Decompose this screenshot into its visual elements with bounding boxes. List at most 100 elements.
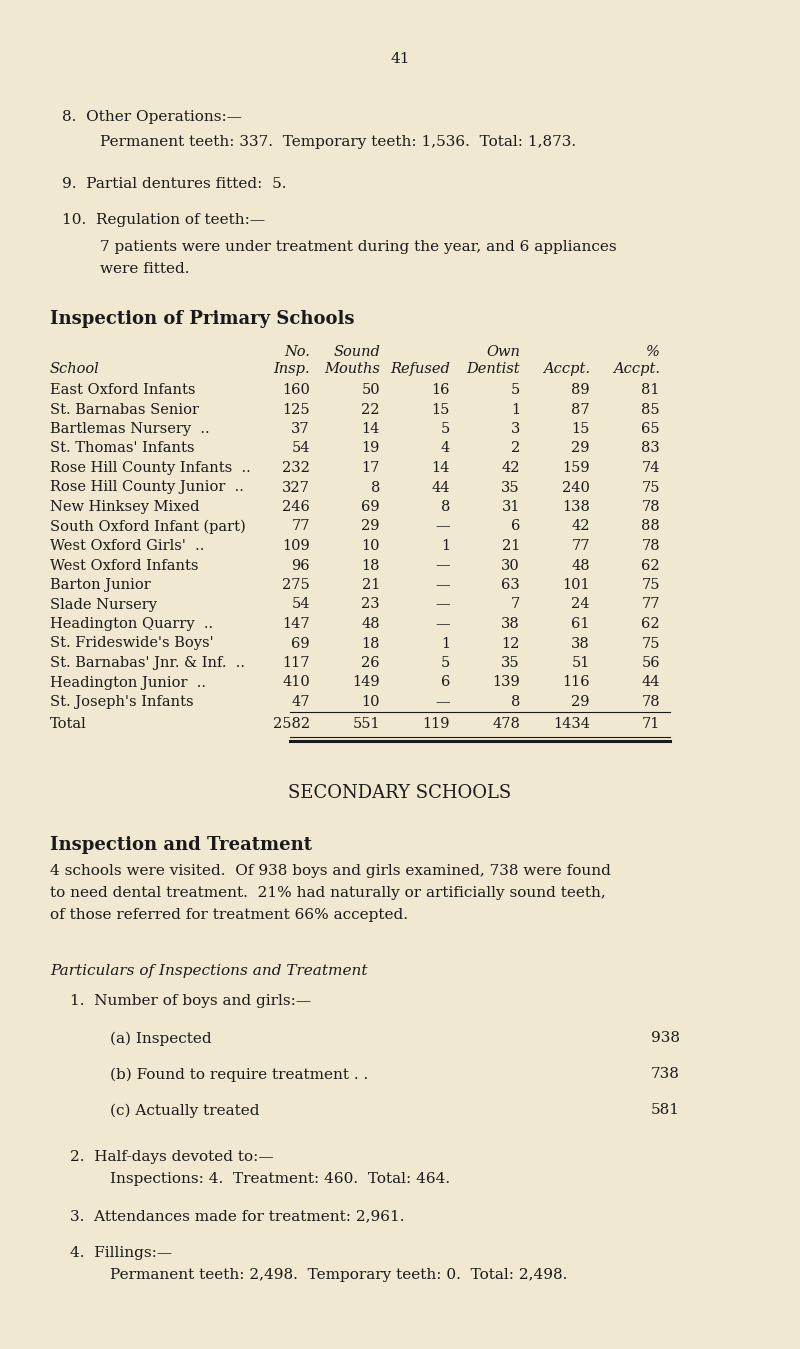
Text: 22: 22 bbox=[362, 402, 380, 417]
Text: 50: 50 bbox=[362, 383, 380, 397]
Text: 8: 8 bbox=[510, 695, 520, 710]
Text: 77: 77 bbox=[571, 540, 590, 553]
Text: 551: 551 bbox=[352, 716, 380, 731]
Text: 7: 7 bbox=[510, 598, 520, 611]
Text: 29: 29 bbox=[571, 441, 590, 456]
Text: 75: 75 bbox=[642, 480, 660, 495]
Text: 69: 69 bbox=[362, 500, 380, 514]
Text: 410: 410 bbox=[282, 676, 310, 689]
Text: 61: 61 bbox=[571, 616, 590, 631]
Text: (a) Inspected: (a) Inspected bbox=[110, 1032, 212, 1045]
Text: 5: 5 bbox=[441, 422, 450, 436]
Text: 24: 24 bbox=[571, 598, 590, 611]
Text: 478: 478 bbox=[492, 716, 520, 731]
Text: Accpt.: Accpt. bbox=[543, 362, 590, 376]
Text: South Oxford Infant (part): South Oxford Infant (part) bbox=[50, 519, 246, 534]
Text: 119: 119 bbox=[422, 716, 450, 731]
Text: 74: 74 bbox=[642, 461, 660, 475]
Text: 48: 48 bbox=[362, 616, 380, 631]
Text: 8.  Other Operations:—: 8. Other Operations:— bbox=[62, 111, 242, 124]
Text: 2.  Half-days devoted to:—: 2. Half-days devoted to:— bbox=[70, 1149, 274, 1163]
Text: 30: 30 bbox=[502, 558, 520, 572]
Text: 47: 47 bbox=[291, 695, 310, 710]
Text: Permanent teeth: 337.  Temporary teeth: 1,536.  Total: 1,873.: Permanent teeth: 337. Temporary teeth: 1… bbox=[100, 135, 576, 148]
Text: of those referred for treatment 66% accepted.: of those referred for treatment 66% acce… bbox=[50, 908, 408, 923]
Text: 6: 6 bbox=[441, 676, 450, 689]
Text: School: School bbox=[50, 362, 100, 376]
Text: 246: 246 bbox=[282, 500, 310, 514]
Text: New Hinksey Mixed: New Hinksey Mixed bbox=[50, 500, 199, 514]
Text: Barton Junior: Barton Junior bbox=[50, 577, 150, 592]
Text: 3: 3 bbox=[510, 422, 520, 436]
Text: 738: 738 bbox=[651, 1067, 680, 1082]
Text: West Oxford Infants: West Oxford Infants bbox=[50, 558, 198, 572]
Text: 4: 4 bbox=[441, 441, 450, 456]
Text: 938: 938 bbox=[651, 1032, 680, 1045]
Text: 35: 35 bbox=[502, 480, 520, 495]
Text: St. Barnabas' Jnr. & Inf.  ..: St. Barnabas' Jnr. & Inf. .. bbox=[50, 656, 245, 670]
Text: 69: 69 bbox=[291, 637, 310, 650]
Text: 116: 116 bbox=[562, 676, 590, 689]
Text: Rose Hill County Junior  ..: Rose Hill County Junior .. bbox=[50, 480, 244, 495]
Text: 48: 48 bbox=[571, 558, 590, 572]
Text: 44: 44 bbox=[431, 480, 450, 495]
Text: Refused: Refused bbox=[390, 362, 450, 376]
Text: Dentist: Dentist bbox=[466, 362, 520, 376]
Text: SECONDARY SCHOOLS: SECONDARY SCHOOLS bbox=[288, 785, 512, 803]
Text: Sound: Sound bbox=[333, 345, 380, 359]
Text: No.: No. bbox=[284, 345, 310, 359]
Text: (c) Actually treated: (c) Actually treated bbox=[110, 1103, 259, 1118]
Text: 21: 21 bbox=[362, 577, 380, 592]
Text: 240: 240 bbox=[562, 480, 590, 495]
Text: 42: 42 bbox=[571, 519, 590, 533]
Text: 96: 96 bbox=[291, 558, 310, 572]
Text: 159: 159 bbox=[562, 461, 590, 475]
Text: 12: 12 bbox=[502, 637, 520, 650]
Text: 4 schools were visited.  Of 938 boys and girls examined, 738 were found: 4 schools were visited. Of 938 boys and … bbox=[50, 865, 611, 878]
Text: 44: 44 bbox=[642, 676, 660, 689]
Text: 78: 78 bbox=[642, 540, 660, 553]
Text: —: — bbox=[435, 558, 450, 572]
Text: 41: 41 bbox=[390, 53, 410, 66]
Text: 3.  Attendances made for treatment: 2,961.: 3. Attendances made for treatment: 2,961… bbox=[70, 1210, 405, 1224]
Text: 10: 10 bbox=[362, 540, 380, 553]
Text: to need dental treatment.  21% had naturally or artificially sound teeth,: to need dental treatment. 21% had natura… bbox=[50, 886, 606, 901]
Text: 1: 1 bbox=[441, 637, 450, 650]
Text: 77: 77 bbox=[642, 598, 660, 611]
Text: —: — bbox=[435, 577, 450, 592]
Text: 71: 71 bbox=[642, 716, 660, 731]
Text: 15: 15 bbox=[572, 422, 590, 436]
Text: 147: 147 bbox=[282, 616, 310, 631]
Text: 75: 75 bbox=[642, 577, 660, 592]
Text: 89: 89 bbox=[571, 383, 590, 397]
Text: Inspection of Primary Schools: Inspection of Primary Schools bbox=[50, 310, 354, 328]
Text: %: % bbox=[646, 345, 660, 359]
Text: 75: 75 bbox=[642, 637, 660, 650]
Text: 29: 29 bbox=[362, 519, 380, 533]
Text: 125: 125 bbox=[282, 402, 310, 417]
Text: 14: 14 bbox=[362, 422, 380, 436]
Text: 6: 6 bbox=[510, 519, 520, 533]
Text: Total: Total bbox=[50, 716, 86, 731]
Text: 117: 117 bbox=[282, 656, 310, 670]
Text: 83: 83 bbox=[642, 441, 660, 456]
Text: 2582: 2582 bbox=[273, 716, 310, 731]
Text: 21: 21 bbox=[502, 540, 520, 553]
Text: 54: 54 bbox=[291, 598, 310, 611]
Text: 275: 275 bbox=[282, 577, 310, 592]
Text: St. Joseph's Infants: St. Joseph's Infants bbox=[50, 695, 194, 710]
Text: 5: 5 bbox=[441, 656, 450, 670]
Text: 87: 87 bbox=[571, 402, 590, 417]
Text: —: — bbox=[435, 695, 450, 710]
Text: 29: 29 bbox=[571, 695, 590, 710]
Text: 5: 5 bbox=[510, 383, 520, 397]
Text: 581: 581 bbox=[651, 1103, 680, 1117]
Text: Slade Nursery: Slade Nursery bbox=[50, 598, 157, 611]
Text: 54: 54 bbox=[291, 441, 310, 456]
Text: 18: 18 bbox=[362, 558, 380, 572]
Text: were fitted.: were fitted. bbox=[100, 262, 190, 277]
Text: Insp.: Insp. bbox=[274, 362, 310, 376]
Text: 139: 139 bbox=[492, 676, 520, 689]
Text: 8: 8 bbox=[441, 500, 450, 514]
Text: 17: 17 bbox=[362, 461, 380, 475]
